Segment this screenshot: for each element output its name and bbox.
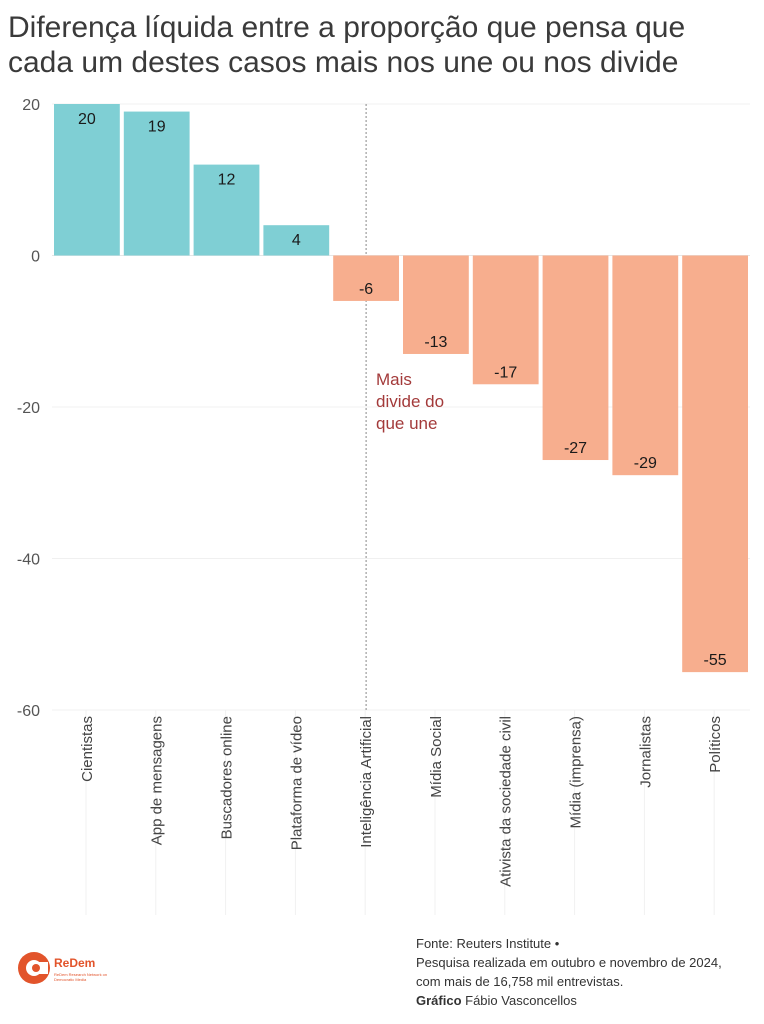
source-note: Fonte: Reuters Institute • Pesquisa real…	[416, 934, 761, 1010]
data-label: 12	[218, 172, 236, 189]
bar	[403, 255, 469, 354]
data-label: 4	[292, 232, 301, 249]
source-line-3: com mais de 16,758 mil entrevistas.	[416, 974, 624, 989]
annotation-line-1: Mais	[376, 370, 412, 389]
redem-logo-icon	[18, 952, 50, 984]
x-tick-label: Políticos	[707, 716, 724, 773]
data-label: -55	[704, 652, 727, 669]
x-tick-label: Buscadores online	[219, 716, 236, 839]
x-tick-label: Cientistas	[79, 716, 96, 782]
y-axis: 20 0 -20 -40 -60	[17, 97, 40, 720]
x-tick-label: Inteligência Artificial	[358, 716, 375, 848]
data-label: 20	[78, 111, 96, 128]
logo-name: ReDem	[54, 956, 96, 970]
x-tick-label: Plataforma de vídeo	[288, 716, 305, 850]
data-label: -6	[359, 281, 373, 298]
x-tick-label: Mídia Social	[428, 716, 445, 798]
x-axis: Cientistas App de mensagens Buscadores onl…	[79, 716, 724, 887]
x-tick-label: App de mensagens	[149, 716, 166, 845]
bar	[123, 111, 190, 256]
y-tick-label: 0	[31, 249, 40, 266]
credit-line: Gráfico Fábio Vasconcellos	[416, 991, 761, 1010]
annotation-line-2: divide do	[376, 392, 444, 411]
bar	[193, 164, 260, 256]
bar	[612, 255, 679, 476]
data-label: 19	[148, 119, 166, 136]
bar-chart: 20 19 12 4 -6 -13 -17 -27 -29 -55 20 0 -20 -40 -60 Ci…	[17, 97, 750, 915]
bar	[333, 255, 399, 301]
bar	[263, 225, 330, 256]
data-label: -27	[564, 440, 587, 457]
y-tick-label: -40	[17, 552, 40, 569]
source-line-2: Pesquisa realizada em outubro e novembro…	[416, 955, 722, 970]
data-labels: 20 19 12 4 -6 -13 -17 -27 -29 -55	[78, 111, 727, 669]
credit-prefix: Gráfico	[416, 993, 462, 1008]
credit-name: Fábio Vasconcellos	[465, 993, 577, 1008]
annotation: Mais divide do que une	[376, 370, 444, 433]
data-label: -29	[634, 455, 657, 472]
bar	[682, 255, 748, 673]
y-tick-label: 20	[22, 97, 40, 114]
y-tick-label: -60	[17, 703, 40, 720]
y-tick-label: -20	[17, 400, 40, 417]
bar	[472, 255, 539, 385]
x-tick-label: Mídia (imprensa)	[568, 716, 585, 829]
annotation-line-3: que une	[376, 414, 437, 433]
bars	[54, 104, 748, 673]
x-tick-label: Ativista da sociedade civil	[498, 716, 515, 887]
chart-title: Diferença líquida entre a proporção que …	[8, 11, 686, 79]
bar	[542, 255, 609, 461]
bar	[54, 104, 120, 256]
source-line-1: Fonte: Reuters Institute •	[416, 936, 560, 951]
data-label: -17	[494, 364, 517, 381]
gridlines	[52, 103, 750, 915]
redem-logo: ReDem ReDem Research Network on Democrat…	[16, 946, 126, 992]
x-tick-label: Jornalistas	[637, 716, 654, 788]
data-label: -13	[424, 334, 447, 351]
logo-tagline: ReDem Research Network on Democratic Med…	[54, 972, 108, 982]
